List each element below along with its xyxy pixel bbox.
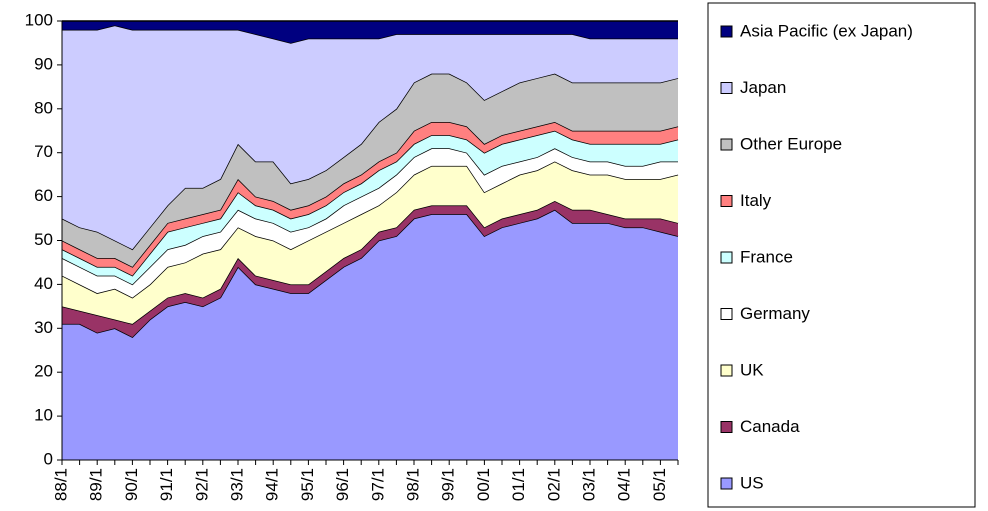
- legend-label: France: [740, 247, 793, 266]
- legend-swatch: [720, 364, 733, 377]
- x-tick-label: 95/1: [298, 468, 317, 501]
- area: [62, 148, 678, 298]
- legend-swatch: [720, 82, 733, 94]
- area: [62, 73, 678, 267]
- x-tick-label: 05/1: [650, 468, 669, 501]
- y-tick-label: 90: [34, 54, 53, 73]
- x-tick-label: 99/1: [439, 468, 458, 501]
- legend-swatch: [720, 477, 733, 490]
- legend-swatch: [720, 251, 733, 264]
- y-tick-label: 40: [34, 274, 53, 293]
- y-tick-label: 20: [34, 362, 53, 381]
- area: [62, 200, 678, 338]
- x-tick-label: 98/1: [403, 468, 422, 501]
- y-tick-label: 70: [34, 142, 53, 161]
- legend-label: Germany: [740, 304, 810, 323]
- x-tick-label: 94/1: [263, 468, 282, 501]
- legend-swatch: [720, 421, 733, 433]
- legend-label: Canada: [740, 417, 800, 436]
- area: [62, 121, 678, 276]
- area: [62, 161, 678, 324]
- legend-label: Asia Pacific (ex Japan): [740, 21, 913, 40]
- area: [62, 209, 678, 460]
- y-tick-label: 100: [25, 10, 53, 29]
- y-tick-label: 80: [34, 98, 53, 117]
- x-tick-label: 89/1: [87, 468, 106, 501]
- area: [62, 21, 678, 43]
- legend-swatch: [720, 25, 733, 38]
- y-tick-label: 30: [34, 318, 53, 337]
- legend-swatch: [720, 138, 733, 151]
- x-tick-label: 96/1: [333, 468, 352, 501]
- legend-label: US: [740, 473, 764, 492]
- x-tick-label: 88/1: [51, 468, 70, 501]
- legend-label: Italy: [740, 191, 772, 210]
- legend-swatch: [720, 308, 733, 320]
- x-tick-label: 03/1: [579, 468, 598, 501]
- legend-label: UK: [740, 360, 764, 379]
- x-tick-label: 92/1: [192, 468, 211, 501]
- x-tick-label: 93/1: [227, 468, 246, 501]
- x-tick-label: 91/1: [157, 468, 176, 501]
- x-tick-label: 01/1: [509, 468, 528, 501]
- x-tick-label: 97/1: [368, 468, 387, 501]
- x-tick-label: 04/1: [615, 468, 634, 501]
- y-tick-label: 10: [34, 406, 53, 425]
- y-tick-label: 0: [44, 449, 53, 468]
- y-tick-label: 60: [34, 186, 53, 205]
- legend-label: Japan: [740, 78, 786, 97]
- area: [62, 130, 678, 285]
- y-tick-label: 50: [34, 230, 53, 249]
- area: [62, 25, 678, 250]
- legend-box: [707, 2, 976, 508]
- x-tick-label: 02/1: [544, 468, 563, 501]
- legend-swatch: [720, 195, 733, 207]
- x-tick-label: 00/1: [474, 468, 493, 501]
- legend-label: Other Europe: [740, 134, 842, 153]
- x-tick-label: 90/1: [122, 468, 141, 501]
